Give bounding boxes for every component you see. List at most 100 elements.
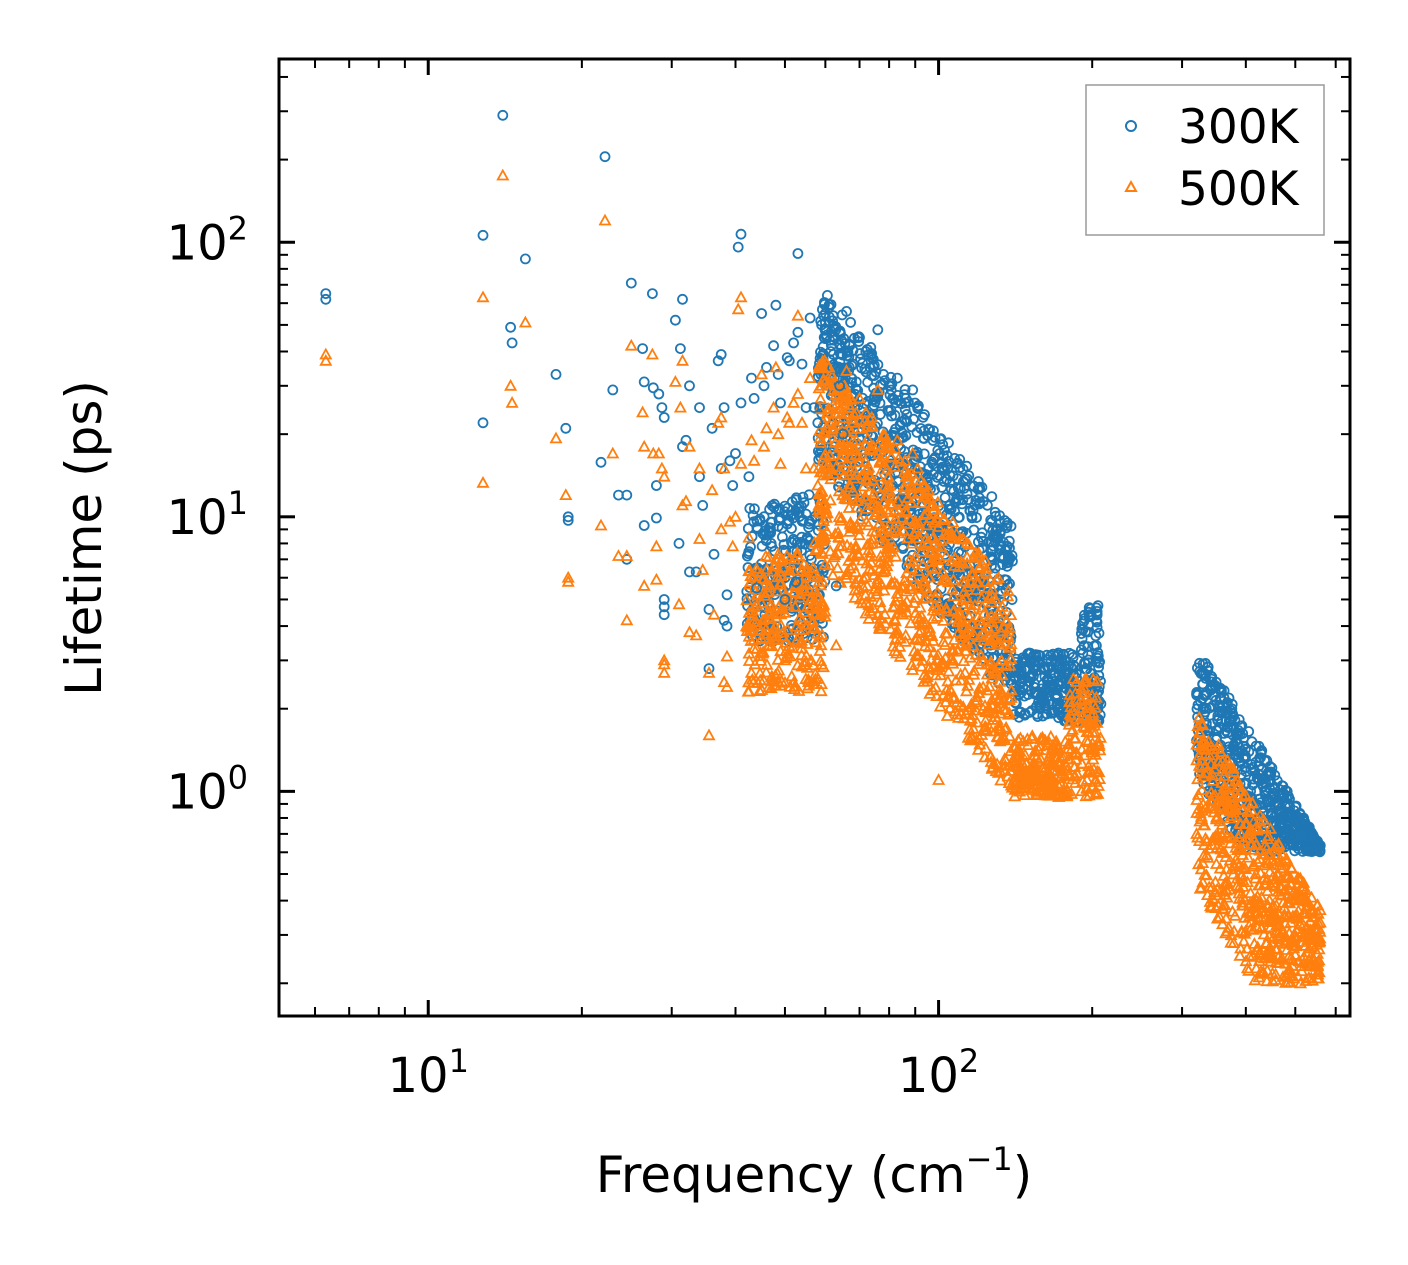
point-500k: [807, 461, 821, 474]
cluster-point-300k: [827, 315, 838, 327]
cluster-point-500k: [1196, 875, 1210, 888]
point-300k: [320, 288, 332, 300]
cluster-point-500k: [926, 660, 940, 672]
point-300k: [743, 471, 755, 483]
cluster-point-500k: [1268, 847, 1282, 860]
cluster-point-300k: [1063, 667, 1074, 678]
point-500k: [759, 421, 774, 434]
cluster-point-300k: [768, 501, 780, 513]
cluster-point-500k: [1086, 706, 1100, 718]
point-300k: [866, 352, 878, 364]
cluster-point-300k: [1302, 831, 1313, 843]
cluster-point-500k: [896, 607, 910, 620]
cluster-point-500k: [898, 465, 912, 478]
cluster-point-500k: [1212, 755, 1226, 767]
cluster-point-500k: [768, 629, 782, 642]
cluster-point-500k: [828, 527, 842, 539]
cluster-point-500k: [1283, 876, 1298, 889]
cluster-point-500k: [846, 484, 860, 497]
cluster-point-500k: [949, 527, 963, 539]
cluster-point-300k: [830, 321, 842, 333]
point-300k: [792, 248, 804, 259]
point-500k: [799, 461, 813, 474]
cluster-point-500k: [985, 671, 999, 684]
cluster-point-300k: [1314, 840, 1326, 851]
cluster-point-500k: [897, 498, 911, 510]
point-500k: [859, 405, 873, 418]
cluster-point-500k: [1011, 750, 1025, 762]
cluster-point-500k: [907, 644, 921, 657]
cluster-point-300k: [1009, 686, 1021, 698]
point-500k: [734, 290, 748, 303]
cluster-point-500k: [1277, 901, 1291, 913]
cluster-point-300k: [787, 509, 798, 520]
cluster-point-500k: [860, 416, 875, 429]
cluster-point-500k: [1289, 892, 1303, 905]
point-300k: [756, 308, 767, 319]
point-300k: [505, 321, 517, 333]
cluster-point-500k: [1219, 882, 1233, 895]
cluster-point-500k: [1258, 876, 1272, 889]
cluster-point-500k: [883, 485, 897, 497]
cluster-point-300k: [1090, 630, 1102, 642]
point-500k: [714, 522, 728, 535]
cluster-point-500k: [1037, 760, 1051, 772]
cluster-point-500k: [1086, 752, 1100, 765]
cluster-point-500k: [1026, 768, 1041, 780]
cluster-point-500k: [939, 695, 953, 707]
cluster-point-300k: [1245, 763, 1257, 775]
cluster-point-300k: [1004, 552, 1016, 564]
cluster-point-500k: [984, 749, 998, 761]
cluster-point-500k: [1252, 878, 1266, 891]
cluster-point-500k: [787, 563, 801, 576]
cluster-point-500k: [916, 616, 930, 628]
cluster-point-300k: [803, 522, 814, 533]
cluster-point-300k: [918, 432, 929, 444]
cluster-point-500k: [803, 584, 817, 597]
cluster-point-300k: [928, 454, 939, 465]
cluster-point-500k: [871, 608, 885, 620]
cluster-point-500k: [846, 548, 860, 561]
cluster-point-500k: [1223, 836, 1237, 849]
cluster-point-500k: [1194, 716, 1208, 729]
cluster-point-500k: [850, 500, 864, 513]
cluster-point-500k: [1063, 695, 1077, 708]
cluster-point-500k: [1230, 780, 1245, 792]
cluster-point-500k: [762, 578, 777, 591]
cluster-point-500k: [975, 556, 989, 569]
point-500k: [846, 415, 860, 428]
point-300k: [647, 288, 658, 300]
point-500k: [731, 302, 745, 315]
cluster-point-300k: [998, 552, 1010, 564]
cluster-point-500k: [1055, 749, 1069, 761]
point-300k: [837, 428, 849, 440]
cluster-point-500k: [917, 508, 931, 520]
point-300k: [638, 520, 650, 531]
cluster-point-500k: [1242, 897, 1256, 910]
cluster-point-500k: [995, 599, 1009, 612]
cluster-point-500k: [964, 697, 978, 710]
cluster-point-500k: [790, 546, 804, 558]
cluster-point-300k: [1269, 811, 1280, 823]
cluster-point-300k: [1223, 741, 1235, 753]
point-500k: [811, 478, 825, 491]
cluster-point-500k: [775, 601, 789, 614]
cluster-point-300k: [1002, 579, 1013, 591]
cluster-point-500k: [924, 555, 938, 568]
cluster-point-500k: [904, 496, 918, 508]
cluster-point-500k: [772, 663, 786, 676]
cluster-point-500k: [1080, 689, 1094, 702]
cluster-point-500k: [833, 463, 847, 476]
point-500k: [657, 666, 671, 678]
cluster-point-500k: [1249, 961, 1263, 974]
point-500k: [714, 410, 728, 423]
cluster-point-300k: [968, 480, 980, 492]
cluster-point-500k: [792, 623, 806, 635]
cluster-point-500k: [1310, 971, 1324, 984]
point-300k: [497, 109, 509, 121]
cluster-point-500k: [910, 577, 924, 590]
cluster-point-500k: [1234, 827, 1248, 839]
cluster-point-300k: [743, 546, 755, 557]
cluster-point-500k: [1252, 814, 1266, 827]
cluster-point-300k: [1053, 679, 1065, 691]
